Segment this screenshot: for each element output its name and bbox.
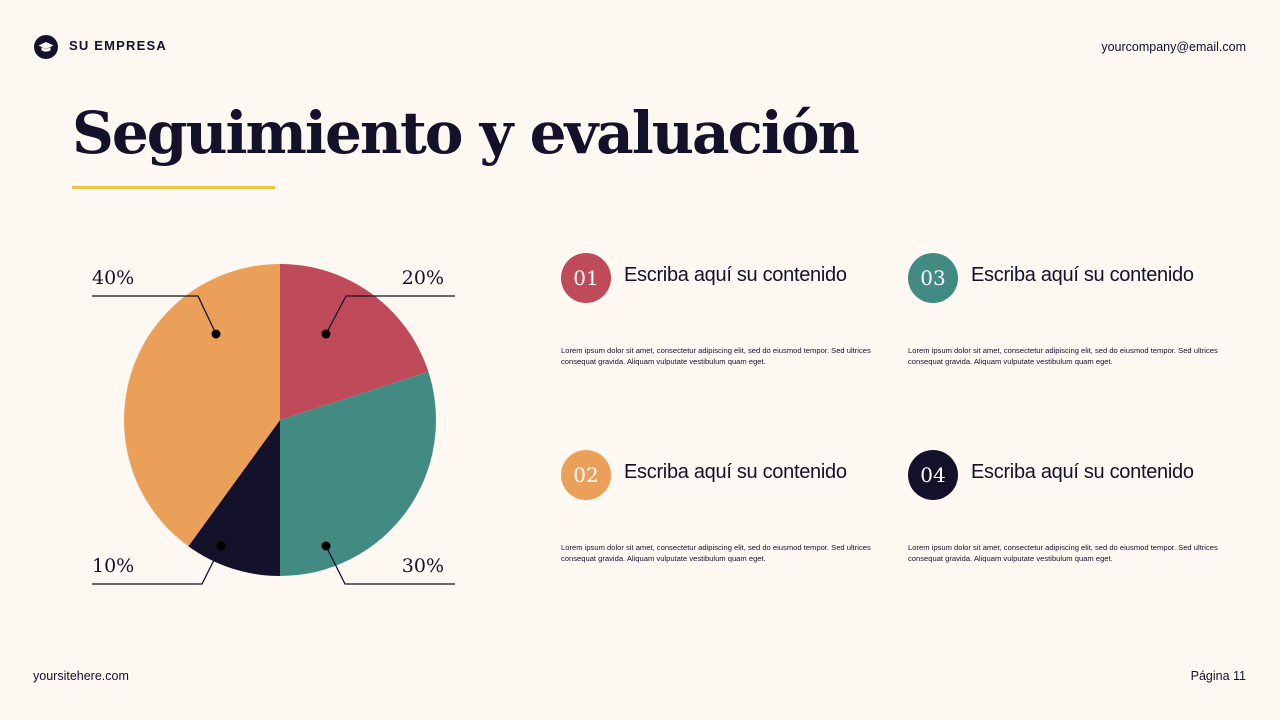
title-underline [72, 186, 275, 189]
pie-chart: 20% 30% 10% 40% [92, 264, 455, 585]
item-title: Escriba aquí su contenido [971, 461, 1194, 483]
item-number-badge: 01 [561, 253, 611, 303]
callout-dot [321, 541, 331, 551]
company-email: yourcompany@email.com [1101, 40, 1246, 54]
item-number-badge: 04 [908, 450, 958, 500]
pie-slice-10pct [188, 420, 280, 576]
page-title: Seguimiento y evaluación [72, 99, 860, 167]
company-name: SU EMPRESA [69, 38, 167, 53]
graduation-cap-logo-icon [34, 35, 58, 59]
item-title: Escriba aquí su contenido [624, 461, 847, 483]
pie-slice-30pct [280, 371, 436, 576]
callout-leader-line [92, 545, 222, 585]
callout-dot [211, 329, 221, 339]
pie-slice-20pct [280, 264, 429, 420]
pie-slice-label: 10% [92, 555, 134, 577]
item-number-badge: 02 [561, 450, 611, 500]
item-title: Escriba aquí su contenido [624, 264, 847, 286]
callout-leader-line [325, 295, 455, 335]
item-description: Lorem ipsum dolor sit amet, consectetur … [908, 346, 1218, 366]
callout-leader-line [325, 545, 455, 585]
pie-slice-40pct [123, 264, 280, 547]
callout-dot [321, 329, 331, 339]
pie-slice-label: 40% [92, 267, 134, 289]
item-description: Lorem ipsum dolor sit amet, consectetur … [561, 543, 871, 563]
item-description: Lorem ipsum dolor sit amet, consectetur … [561, 346, 871, 366]
page-number: Página 11 [1190, 669, 1246, 683]
item-description: Lorem ipsum dolor sit amet, consectetur … [908, 543, 1218, 563]
callout-leader-line [92, 295, 217, 335]
pie-slice-label: 30% [402, 555, 444, 577]
footer-website: yoursitehere.com [33, 669, 129, 683]
pie-slice-label: 20% [402, 267, 444, 289]
callout-dot [216, 541, 226, 551]
item-title: Escriba aquí su contenido [971, 264, 1194, 286]
item-number-badge: 03 [908, 253, 958, 303]
